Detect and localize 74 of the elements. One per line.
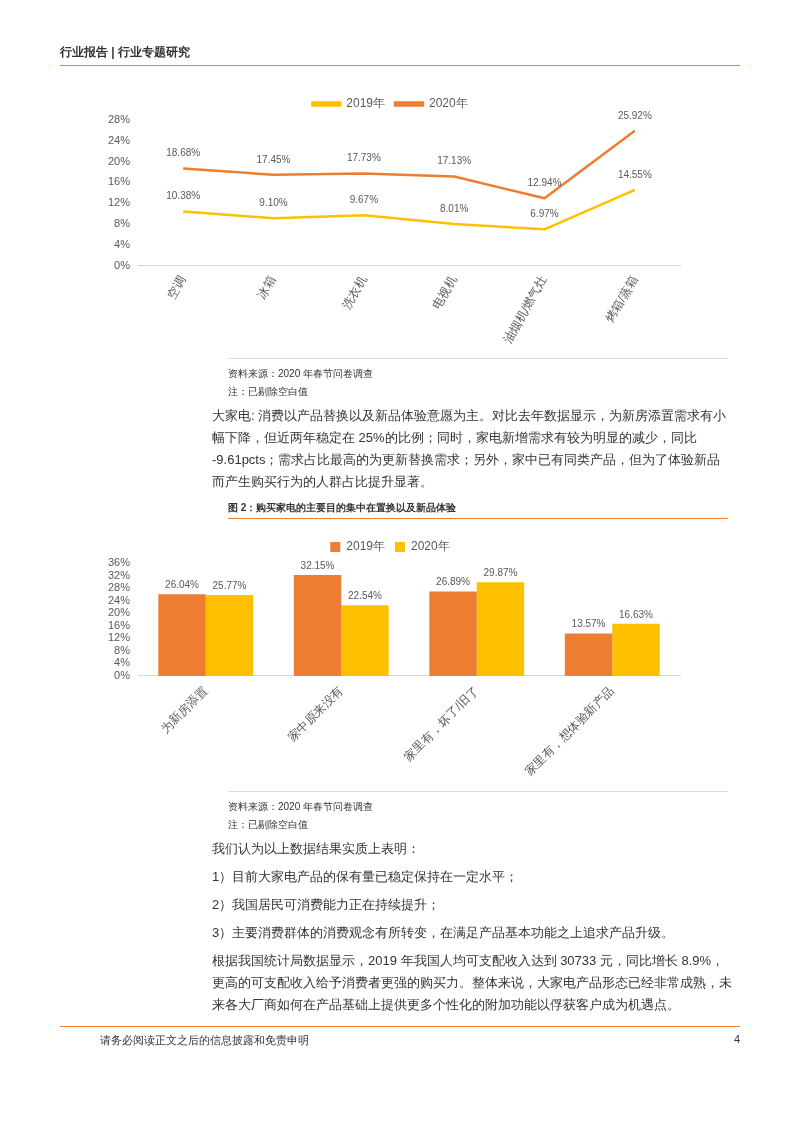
y-tick-label: 20% [107, 154, 131, 167]
data-label: 29.87% [483, 566, 518, 578]
data-label: 10.38% [166, 190, 201, 202]
y-tick-label: 4% [114, 656, 131, 669]
y-tick-label: 8% [114, 217, 131, 229]
x-tick-label: 油烟机/燃气灶 [500, 273, 550, 346]
x-tick-label: 电视机 [429, 273, 460, 312]
x-tick-label: 为新房添置 [157, 683, 211, 736]
legend-label: 2019年 [346, 539, 386, 554]
text: 资料来源：2020 年春节问卷调查 [228, 358, 728, 381]
bar [293, 575, 342, 676]
y-tick-label: 32% [107, 568, 131, 581]
y-tick-label: 24% [107, 133, 131, 146]
data-label: 32.15% [300, 559, 335, 571]
data-label: 17.73% [346, 152, 381, 164]
data-label: 26.89% [436, 576, 471, 588]
text: 注：已剔除空白值 [228, 385, 309, 399]
chart-title: 图 2：购买家电的主要目的集中在置换以及新品体验 [228, 501, 728, 519]
legend-label: 2020年 [411, 539, 450, 554]
data-label: 26.04% [165, 579, 200, 590]
text: 1）目前大家电产品的保有量已稳定保持在一定水平； [211, 868, 520, 886]
text: 资料来源：2020 年春节问卷调查 [228, 791, 728, 814]
y-tick-label: 20% [107, 606, 131, 619]
data-label: 8.01% [439, 202, 469, 214]
text: 2）我国居民可消费能力正在持续提升； [211, 896, 442, 914]
y-tick-label: 12% [107, 631, 131, 644]
data-label: 13.57% [571, 618, 606, 630]
bar [564, 633, 613, 676]
data-label: 18.68% [166, 147, 201, 159]
text: 3）主要消费群体的消费观念有所转变，在满足产品基本功能之上追求产品升级。 [211, 924, 676, 942]
text: 大家电: 消费以产品替换以及新品体验意愿为主。对比去年数据显示，为新房添置需求有小幅下降，但近两年稳定在 25%的比例；同时，家电新增需求有较为明显的减少，同比 -9.61pcts；需求占比最高的为更新替换需求；另外，家中已有同类产品，但为了体验新品而产生购买行为的人群占比提升显著。 [211, 407, 728, 491]
bar [612, 623, 660, 676]
y-tick-label: 12% [107, 196, 131, 209]
data-label: 17.13% [437, 155, 472, 167]
x-tick-label: 家里有，坏了/旧了 [401, 683, 482, 764]
data-label: 9.67% [349, 194, 379, 206]
data-label: 25.92% [617, 109, 652, 121]
data-label: 6.97% [530, 208, 559, 220]
bar [205, 595, 254, 676]
data-label: 17.45% [256, 153, 291, 165]
text: 请务必阅读正文之后的信息披露和免责申明 [100, 1033, 309, 1048]
text: 行业报告 | 行业专题研究 [60, 0, 740, 66]
x-tick-label: 洗衣机 [339, 273, 370, 312]
bar [341, 605, 389, 676]
data-label: 12.94% [527, 177, 562, 189]
y-tick-label: 28% [107, 113, 131, 126]
data-label: 22.54% [348, 589, 383, 601]
x-tick-label: 家里有，想体验新产品 [521, 683, 617, 779]
data-label: 9.10% [259, 197, 288, 208]
y-tick-label: 8% [114, 643, 131, 656]
legend-label: 2020年 [429, 96, 468, 111]
y-tick-label: 0% [114, 669, 131, 681]
x-tick-label: 冰箱 [254, 273, 279, 302]
x-tick-label: 空调 [164, 273, 189, 302]
bar [429, 591, 477, 676]
y-tick-label: 0% [114, 258, 131, 271]
y-tick-label: 4% [114, 237, 131, 250]
y-tick-label: 24% [107, 593, 131, 606]
text: 我们认为以上数据结果实质上表明： [211, 840, 421, 858]
y-tick-label: 36% [107, 556, 131, 569]
text: 根据我国统计局数据显示，2019 年我国人均可支配收入达到 30733 元，同比增长 8.9%，更高的可支配收入给予消费者更强的购买力。整体来说，大家电产品形态已经非常成熟，未来各大厂商如何在产品基础上提供更多个性化的附加功能以俘获客户成为机遇点。 [211, 952, 732, 1014]
y-tick-label: 28% [107, 581, 131, 594]
y-tick-label: 16% [107, 618, 131, 631]
text: 注：已剔除空白值 [228, 818, 309, 832]
data-label: 16.63% [619, 608, 654, 620]
text: 4 [733, 1033, 740, 1047]
x-tick-label: 烤箱/蒸箱 [602, 273, 641, 325]
data-label: 14.55% [617, 168, 652, 180]
bar [158, 594, 206, 676]
x-tick-label: 家中原来没有 [284, 683, 346, 745]
y-tick-label: 16% [107, 175, 131, 188]
bar [476, 582, 525, 676]
data-label: 25.77% [212, 579, 247, 591]
legend-label: 2019年 [346, 96, 386, 111]
